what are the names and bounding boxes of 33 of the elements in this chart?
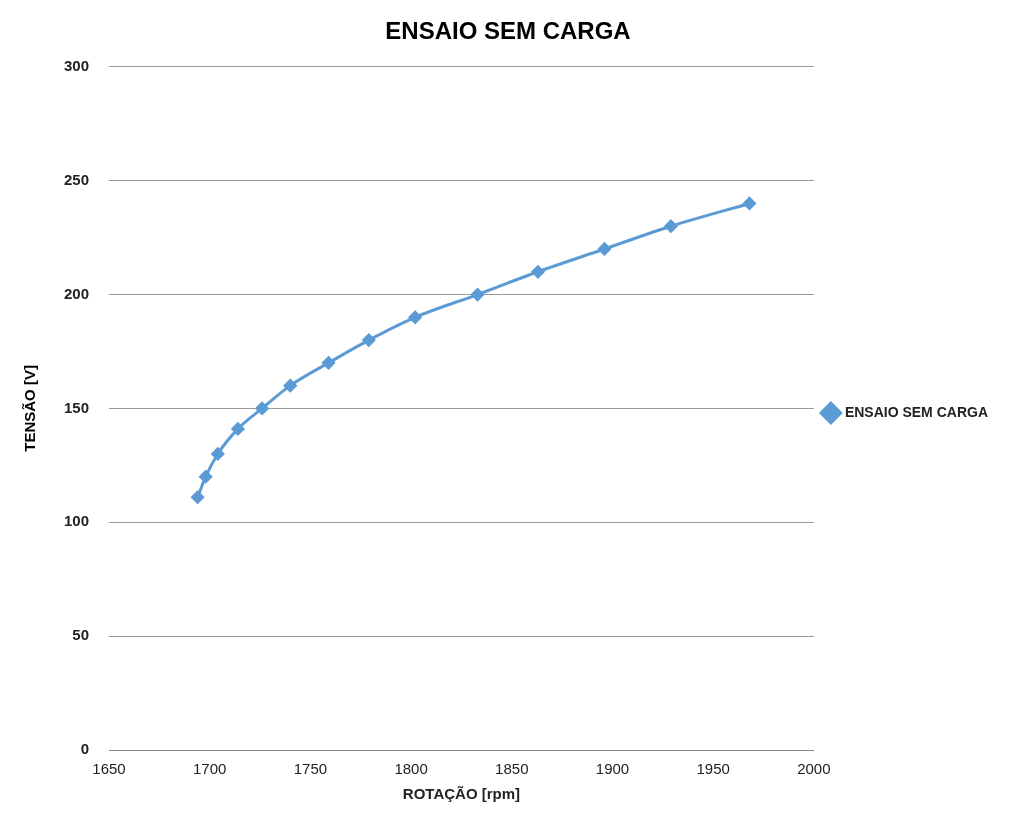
y-tick-label: 100 [64,512,90,530]
point [471,288,485,302]
point [408,310,422,324]
y-tick-label: 50 [72,626,90,644]
point [231,422,245,436]
chart-title: ENSAIO SEM CARGA [385,17,631,45]
y-tick-label: 200 [64,284,90,302]
point [191,490,205,504]
point [283,379,297,393]
point [664,219,678,233]
y-tick-label: 250 [64,170,90,188]
x-tick-label: 2000 [797,760,831,778]
y-tick-label: 150 [64,398,90,416]
x-tick-label: 1900 [595,760,630,778]
x-tick-label: 1850 [495,760,529,778]
point [255,401,269,415]
x-axis-title: ROTAÇÃO [rpm] [402,785,521,803]
point [322,356,336,370]
x-tick-label: 1750 [293,760,328,778]
point [597,242,611,256]
point [211,447,225,461]
x-tick-label: 1800 [394,760,428,778]
point [531,265,545,279]
legend-label: ENSAIO SEM CARGA [844,403,988,420]
point [742,196,756,210]
point [362,333,376,347]
y-tick-label: 0 [80,740,90,758]
y-axis-title: TENSÃO [V] [21,365,39,452]
x-tick-label: 1700 [193,760,227,778]
x-tick-label: 1950 [696,760,730,778]
x-tick-label: 1650 [92,760,126,778]
point [199,470,213,484]
y-tick-label: 300 [64,56,90,74]
